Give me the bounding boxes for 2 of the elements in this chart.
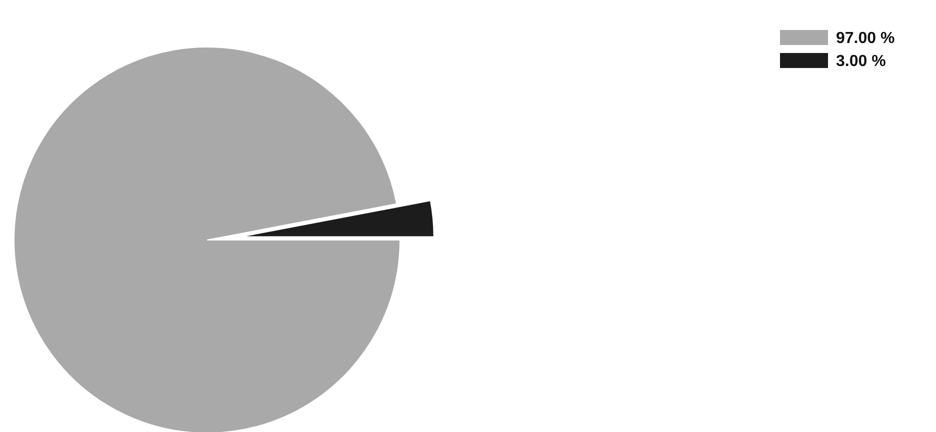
legend-label: 97.00 % <box>836 30 895 47</box>
legend-label: 3.00 % <box>836 53 886 70</box>
